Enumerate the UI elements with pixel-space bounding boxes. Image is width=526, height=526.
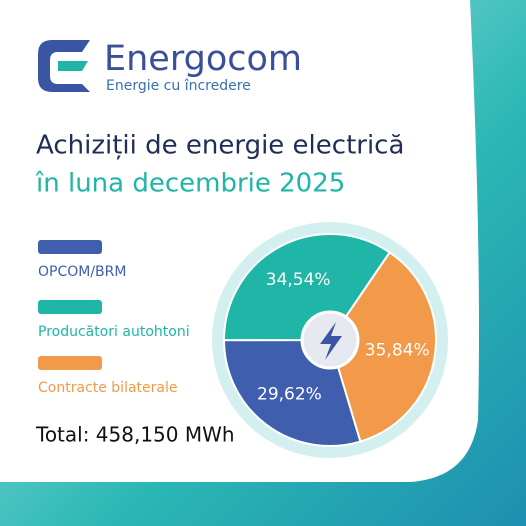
chart-subtitle: în luna decembrie 2025 xyxy=(35,169,345,199)
pie-slice xyxy=(328,251,437,443)
slice-label: 29,62% xyxy=(257,385,322,405)
total: Total: 458,150 MWh xyxy=(35,423,235,447)
slice-label: 35,84% xyxy=(365,340,430,360)
brand-name: Energocom xyxy=(104,39,302,79)
legend-swatch xyxy=(38,240,102,254)
legend-label: Producători autohtoni xyxy=(38,324,190,340)
logo-icon xyxy=(38,40,90,92)
pie-slice xyxy=(222,233,392,342)
chart-title: Achiziții de energie electrică xyxy=(36,131,404,161)
brand-tagline: Energie cu încredere xyxy=(106,78,251,94)
legend-swatch xyxy=(38,356,102,370)
lightning-icon xyxy=(320,322,342,360)
legend-swatch xyxy=(38,300,102,314)
slice-label: 34,54% xyxy=(266,270,331,290)
legend-label: OPCOM/BRM xyxy=(38,264,126,280)
legend-label: Contracte bilaterale xyxy=(38,380,177,396)
